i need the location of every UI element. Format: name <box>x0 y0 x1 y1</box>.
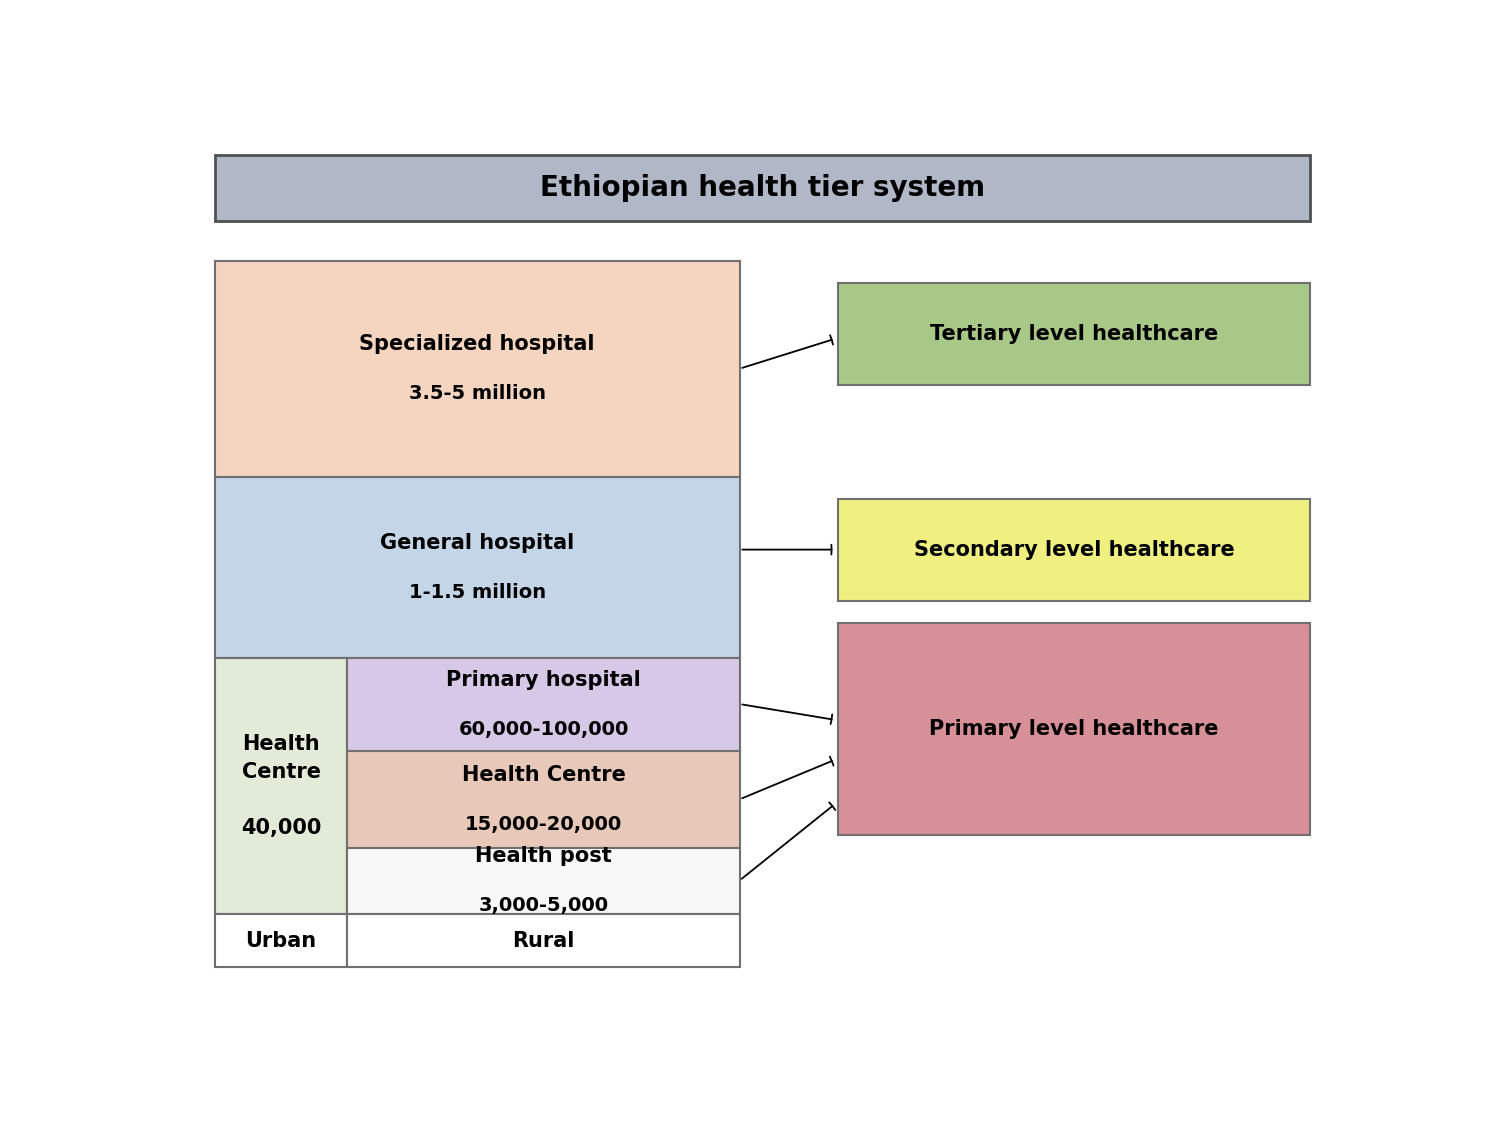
Text: 3.5-5 million: 3.5-5 million <box>409 384 546 403</box>
Text: Specialized hospital: Specialized hospital <box>360 335 595 354</box>
Bar <box>838 283 1311 385</box>
Text: Health post: Health post <box>475 846 612 866</box>
Text: 60,000-100,000: 60,000-100,000 <box>458 720 628 739</box>
Text: Rural: Rural <box>512 931 574 950</box>
Text: Primary level healthcare: Primary level healthcare <box>929 719 1219 739</box>
Text: Ethiopian health tier system: Ethiopian health tier system <box>540 174 985 202</box>
Bar <box>214 658 348 915</box>
Bar <box>348 848 740 915</box>
Text: Secondary level healthcare: Secondary level healthcare <box>914 540 1235 560</box>
Text: Urban: Urban <box>246 931 317 950</box>
Bar <box>214 477 740 658</box>
Bar <box>214 155 1311 221</box>
Bar <box>838 623 1311 834</box>
Text: Health
Centre

40,000: Health Centre 40,000 <box>241 735 321 838</box>
Text: Tertiary level healthcare: Tertiary level healthcare <box>930 324 1219 344</box>
Text: General hospital: General hospital <box>379 533 574 554</box>
Text: Health Centre: Health Centre <box>461 764 625 785</box>
Bar <box>214 261 740 477</box>
Bar <box>214 915 348 967</box>
Text: Primary hospital: Primary hospital <box>446 669 641 690</box>
Text: 1-1.5 million: 1-1.5 million <box>409 583 546 602</box>
Text: 15,000-20,000: 15,000-20,000 <box>464 815 622 833</box>
Text: 3,000-5,000: 3,000-5,000 <box>479 896 609 916</box>
Bar <box>838 500 1311 601</box>
Bar <box>348 658 740 751</box>
Bar <box>348 915 740 967</box>
Bar <box>348 751 740 848</box>
